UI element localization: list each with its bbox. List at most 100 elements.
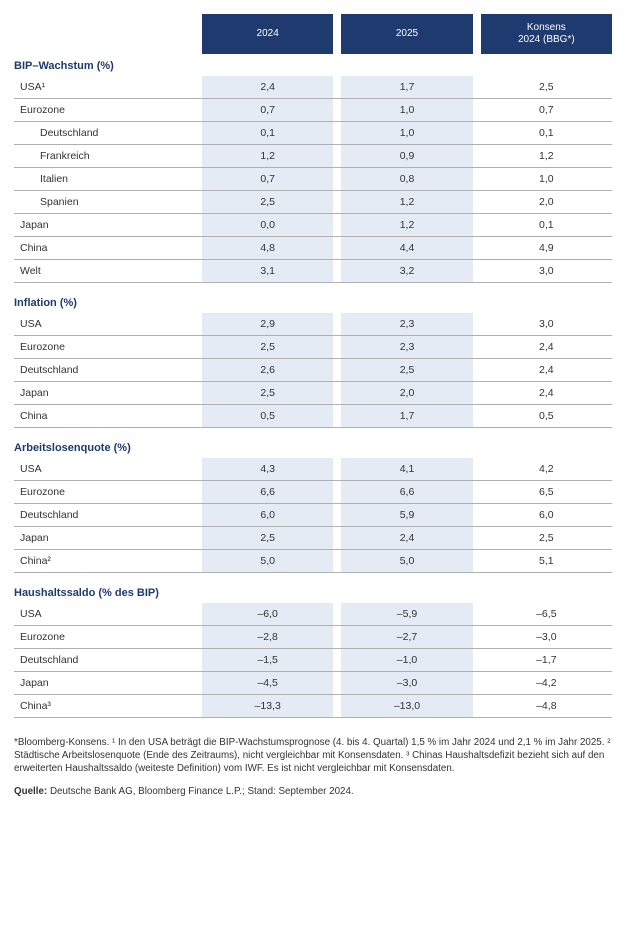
cell-value: 1,2 bbox=[341, 191, 472, 213]
row-label: Spanien bbox=[14, 191, 194, 213]
row-label: Deutschland bbox=[14, 122, 194, 144]
cell-value: 0,7 bbox=[481, 99, 612, 121]
row-label: Japan bbox=[14, 672, 194, 694]
row-label: USA bbox=[14, 603, 194, 625]
row-label: Deutschland bbox=[14, 504, 194, 526]
row-label: Eurozone bbox=[14, 481, 194, 503]
table-row: Eurozone–2,8–2,7–3,0 bbox=[14, 626, 612, 649]
cell-value: 2,3 bbox=[341, 313, 472, 335]
cell-value: 2,5 bbox=[341, 359, 472, 381]
row-label: Deutschland bbox=[14, 649, 194, 671]
table-row: China³–13,3–13,0–4,8 bbox=[14, 695, 612, 718]
row-label: Welt bbox=[14, 260, 194, 282]
row-label: Japan bbox=[14, 382, 194, 404]
cell-value: 2,4 bbox=[481, 336, 612, 358]
row-label: Eurozone bbox=[14, 626, 194, 648]
cell-value: 2,5 bbox=[481, 527, 612, 549]
cell-value: 1,2 bbox=[341, 214, 472, 236]
table-row: China4,84,44,9 bbox=[14, 237, 612, 260]
row-label: China bbox=[14, 237, 194, 259]
table-row: USA2,92,33,0 bbox=[14, 313, 612, 336]
cell-value: 6,0 bbox=[481, 504, 612, 526]
cell-value: 4,1 bbox=[341, 458, 472, 480]
cell-value: 5,0 bbox=[341, 550, 472, 572]
row-label: China bbox=[14, 405, 194, 427]
row-label: USA¹ bbox=[14, 76, 194, 98]
footnotes: *Bloomberg-Konsens. ¹ In den USA beträgt… bbox=[14, 736, 612, 776]
cell-value: 5,9 bbox=[341, 504, 472, 526]
cell-value: 0,5 bbox=[481, 405, 612, 427]
table-row: Italien0,70,81,0 bbox=[14, 168, 612, 191]
row-label: Japan bbox=[14, 527, 194, 549]
row-label: Deutschland bbox=[14, 359, 194, 381]
cell-value: 2,4 bbox=[481, 359, 612, 381]
table-row: Deutschland–1,5–1,0–1,7 bbox=[14, 649, 612, 672]
cell-value: 5,0 bbox=[202, 550, 333, 572]
col-header-2025: 2025 bbox=[341, 14, 472, 54]
row-label: China² bbox=[14, 550, 194, 572]
cell-value: 1,7 bbox=[341, 76, 472, 98]
table-row: USA–6,0–5,9–6,5 bbox=[14, 603, 612, 626]
cell-value: –4,5 bbox=[202, 672, 333, 694]
table-row: China0,51,70,5 bbox=[14, 405, 612, 428]
cell-value: –1,7 bbox=[481, 649, 612, 671]
cell-value: –1,0 bbox=[341, 649, 472, 671]
cell-value: 2,0 bbox=[481, 191, 612, 213]
section-title: Haushaltssaldo (% des BIP) bbox=[14, 587, 612, 599]
cell-value: 0,0 bbox=[202, 214, 333, 236]
cell-value: 0,9 bbox=[341, 145, 472, 167]
cell-value: 2,4 bbox=[481, 382, 612, 404]
cell-value: 2,4 bbox=[341, 527, 472, 549]
table-row: Spanien 2,5 1,2 2,0 bbox=[14, 191, 612, 214]
table-row: Deutschland2,62,52,4 bbox=[14, 359, 612, 382]
cell-value: –2,7 bbox=[341, 626, 472, 648]
cell-value: 3,2 bbox=[341, 260, 472, 282]
cell-value: 0,1 bbox=[202, 122, 333, 144]
cell-value: –3,0 bbox=[341, 672, 472, 694]
table-row: Japan2,52,02,4 bbox=[14, 382, 612, 405]
cell-value: 3,1 bbox=[202, 260, 333, 282]
cell-value: 2,5 bbox=[202, 527, 333, 549]
cell-value: 2,5 bbox=[202, 382, 333, 404]
table-row: Frankreich1,20,91,2 bbox=[14, 145, 612, 168]
cell-value: 2,5 bbox=[481, 76, 612, 98]
cell-value: 4,3 bbox=[202, 458, 333, 480]
row-label: Frankreich bbox=[14, 145, 194, 167]
cell-value: 2,4 bbox=[202, 76, 333, 98]
row-label: China³ bbox=[14, 695, 194, 717]
cell-value: 1,0 bbox=[341, 99, 472, 121]
cell-value: –13,0 bbox=[341, 695, 472, 717]
cell-value: 3,0 bbox=[481, 260, 612, 282]
cell-value: –13,3 bbox=[202, 695, 333, 717]
cell-value: –6,0 bbox=[202, 603, 333, 625]
section-title: Arbeitslosenquote (%) bbox=[14, 442, 612, 454]
row-label: USA bbox=[14, 458, 194, 480]
cell-value: 0,1 bbox=[481, 122, 612, 144]
cell-value: 1,2 bbox=[481, 145, 612, 167]
col-header-2024: 2024 bbox=[202, 14, 333, 54]
cell-value: 0,7 bbox=[202, 99, 333, 121]
cell-value: 4,8 bbox=[202, 237, 333, 259]
row-label: Eurozone bbox=[14, 336, 194, 358]
cell-value: 0,5 bbox=[202, 405, 333, 427]
cell-value: 2,5 bbox=[202, 336, 333, 358]
cell-value: 2,3 bbox=[341, 336, 472, 358]
cell-value: 6,5 bbox=[481, 481, 612, 503]
cell-value: –5,9 bbox=[341, 603, 472, 625]
section-title: Inflation (%) bbox=[14, 297, 612, 309]
col-header-consensus: Konsens 2024 (BBG*) bbox=[481, 14, 612, 54]
cell-value: 2,5 bbox=[202, 191, 333, 213]
cell-value: 4,2 bbox=[481, 458, 612, 480]
cell-value: 6,6 bbox=[341, 481, 472, 503]
table-row: Japan 2,5 2,4 2,5 bbox=[14, 527, 612, 550]
table-row: Japan0,01,20,1 bbox=[14, 214, 612, 237]
table-row: Deutschland 6,0 5,9 6,0 bbox=[14, 504, 612, 527]
cell-value: –3,0 bbox=[481, 626, 612, 648]
cell-value: 5,1 bbox=[481, 550, 612, 572]
table-row: Eurozone0,71,00,7 bbox=[14, 99, 612, 122]
cell-value: 6,6 bbox=[202, 481, 333, 503]
cell-value: 4,4 bbox=[341, 237, 472, 259]
cell-value: 6,0 bbox=[202, 504, 333, 526]
table-row: Eurozone 2,5 2,3 2,4 bbox=[14, 336, 612, 359]
source-line: Quelle: Deutsche Bank AG, Bloomberg Fina… bbox=[14, 786, 612, 797]
